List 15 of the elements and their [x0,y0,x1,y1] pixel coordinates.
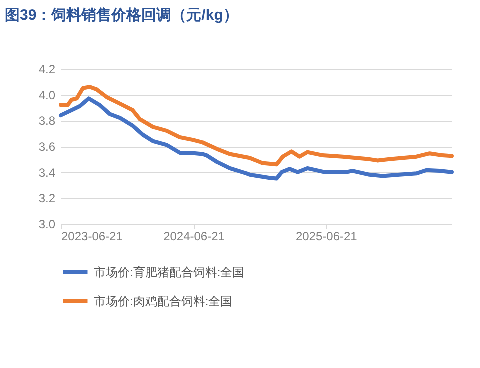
y-tick-label: 3.8 [38,114,56,128]
y-tick-label: 3.4 [38,166,56,180]
y-tick-label: 3.6 [38,140,56,154]
x-tick-label: 2025-06-21 [296,230,358,244]
y-tick-label: 3.0 [38,218,56,232]
line-series [59,85,454,167]
legend-label: 市场价:肉鸡配合饲料:全国 [94,294,233,308]
y-tick-label: 3.2 [38,192,56,206]
legend-label: 市场价:育肥猪配合饲料:全国 [94,266,245,280]
y-tick-label: 4.0 [38,88,56,102]
x-tick-label: 2023-06-21 [62,230,124,244]
x-tick-label: 2024-06-21 [164,230,226,244]
y-tick-label: 4.2 [38,62,56,76]
chart-title: 图39：饲料销售价格回调（元/kg） [5,7,238,24]
line-series [59,96,454,181]
